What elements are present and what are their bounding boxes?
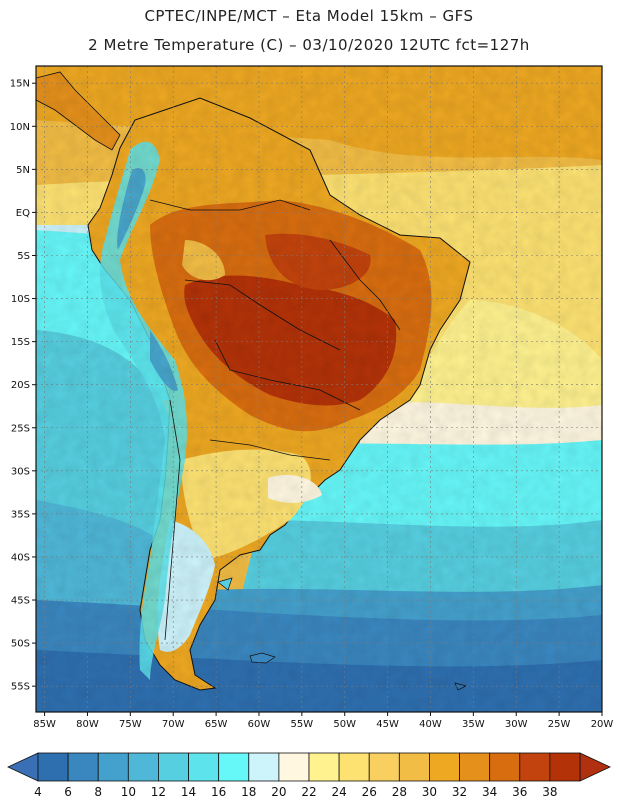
border-north <box>149 199 311 211</box>
lat-tick-label: 55S <box>11 682 30 693</box>
colorbar-label: 24 <box>331 785 346 799</box>
border-argentina-north <box>209 439 331 461</box>
lon-tick-label: 25W <box>548 719 571 730</box>
lat-tick-label: 45S <box>11 596 30 607</box>
colorbar-label: 22 <box>301 785 316 799</box>
colorbar-label: 30 <box>422 785 437 799</box>
lon-tick-label: 75W <box>119 719 142 730</box>
lat-tick-label: 5S <box>17 251 30 262</box>
border-brazil-states <box>329 239 401 331</box>
colorbar-swatch <box>97 752 129 782</box>
colorbar-swatch <box>308 752 340 782</box>
lon-tick-label: 45W <box>376 719 399 730</box>
lon-tick-label: 80W <box>76 719 99 730</box>
colorbar-swatch <box>429 752 460 782</box>
colorbar-swatch <box>248 752 280 782</box>
lat-tick-label: 20S <box>11 380 30 391</box>
lon-tick-label: 70W <box>162 719 185 730</box>
lat-tick-label: EQ <box>16 208 30 219</box>
lat-tick-label: 40S <box>11 552 30 563</box>
colorbar-high-extend-arrow <box>579 752 611 782</box>
falkland-like-island <box>217 577 233 591</box>
lon-tick-label: 30W <box>505 719 528 730</box>
colorbar-swatch <box>218 752 250 782</box>
lat-tick-label: 10S <box>11 294 30 305</box>
colorbar-label: 10 <box>121 785 136 799</box>
colorbar-swatch <box>158 752 189 782</box>
colorbar-swatch <box>459 752 491 782</box>
colorbar-swatch <box>549 752 581 782</box>
colorbar-label: 8 <box>94 785 102 799</box>
lon-tick-label: 65W <box>205 719 228 730</box>
lat-tick-label: 25S <box>11 423 30 434</box>
lon-tick-label: 40W <box>419 719 442 730</box>
field-texture <box>36 66 602 712</box>
colorbar-label: 38 <box>542 785 557 799</box>
lat-tick-label: 15N <box>10 79 30 90</box>
colorbar: 4 6 8 10 12 14 16 18 20 22 24 26 28 30 32 34 36 38 <box>7 752 611 799</box>
colorbar-labels: 4 6 8 10 12 14 16 18 20 22 24 26 28 30 32 34 36 38 <box>34 785 557 799</box>
lat-tick-label: 15S <box>11 337 30 348</box>
colorbar-label: 32 <box>452 785 467 799</box>
colorbar-swatch <box>37 752 69 782</box>
temperature-field <box>36 66 602 712</box>
border-chile-argentina <box>164 399 181 641</box>
colorbar-label: 34 <box>482 785 497 799</box>
lon-tick-label: 35W <box>462 719 485 730</box>
lat-tick-label: 35S <box>11 509 30 520</box>
colorbar-low-extend-arrow <box>7 752 39 782</box>
colorbar-swatch <box>338 752 370 782</box>
lon-tick-label: 50W <box>333 719 356 730</box>
lon-tick-label: 85W <box>33 719 56 730</box>
colorbar-swatches <box>37 752 581 782</box>
latitude-ticks: 15N 10N 5N EQ 5S 10S 15S 20S 25S 30S 35S 40S 45S 50S 5… <box>10 79 36 693</box>
map-title-line-2: 2 Metre Temperature (C) – 03/10/2020 12U… <box>88 36 530 54</box>
colorbar-swatch <box>368 752 400 782</box>
south-georgia-island <box>454 682 467 691</box>
colorbar-label: 14 <box>181 785 196 799</box>
colorbar-swatch <box>127 752 159 782</box>
colorbar-label: 12 <box>151 785 166 799</box>
lon-tick-label: 55W <box>291 719 314 730</box>
longitude-ticks: 85W 80W 75W 70W 65W 60W 55W 50W 45W 40W 35W 30W 25W 2… <box>33 712 613 730</box>
colorbar-label: 36 <box>512 785 527 799</box>
lat-tick-label: 30S <box>11 466 30 477</box>
colorbar-swatch <box>278 752 310 782</box>
colorbar-swatch <box>519 752 551 782</box>
map-title-line-1: CPTEC/INPE/MCT – Eta Model 15km – GFS <box>144 7 474 25</box>
colorbar-label: 16 <box>211 785 226 799</box>
colorbar-label: 26 <box>362 785 377 799</box>
colorbar-label: 4 <box>34 785 42 799</box>
colorbar-swatch <box>188 752 220 782</box>
malvinas-islands <box>249 652 276 664</box>
lon-tick-label: 20W <box>591 719 614 730</box>
colorbar-label: 6 <box>64 785 72 799</box>
colorbar-label: 28 <box>392 785 407 799</box>
colorbar-label: 18 <box>241 785 256 799</box>
border-paraguay <box>214 339 361 411</box>
map-frame <box>35 65 603 713</box>
colorbar-swatch <box>489 752 521 782</box>
lon-tick-label: 60W <box>248 719 271 730</box>
graticule-grid <box>36 66 602 712</box>
colorbar-swatch <box>398 752 430 782</box>
border-brazil-bolivia <box>184 279 341 351</box>
country-borders <box>149 199 401 641</box>
colorbar-label: 20 <box>271 785 286 799</box>
colorbar-swatch <box>67 752 99 782</box>
lat-tick-label: 10N <box>10 122 30 133</box>
lat-tick-label: 50S <box>11 639 30 650</box>
lat-tick-label: 5N <box>16 165 30 176</box>
